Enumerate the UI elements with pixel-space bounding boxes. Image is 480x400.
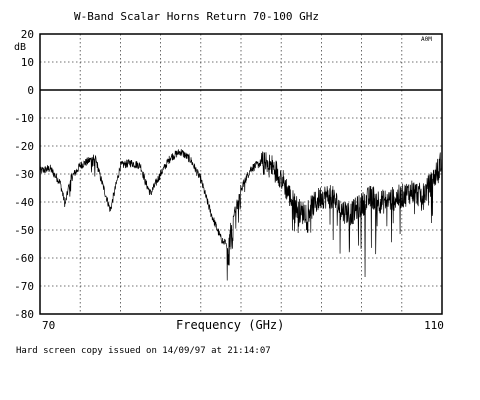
y-axis-unit-label: dB: [14, 42, 26, 53]
y-tick-label: -40: [14, 196, 34, 209]
corner-marker-label: A0M: [421, 36, 432, 43]
y-tick-label: -80: [14, 308, 34, 321]
chart-title: W-Band Scalar Horns Return 70-100 GHz: [74, 10, 319, 23]
y-tick-label: -30: [14, 168, 34, 181]
x-tick-labels: 70 110: [42, 319, 444, 332]
y-tick-label: -20: [14, 140, 34, 153]
return-loss-trace: [39, 149, 443, 281]
x-tick-label: 110: [424, 319, 444, 332]
y-tick-label: 0: [27, 84, 34, 97]
x-axis-label: Frequency (GHz): [176, 318, 284, 332]
y-tick-label: -10: [14, 112, 34, 125]
plot-frame: [39, 33, 443, 315]
y-tick-label: 20: [21, 28, 34, 41]
y-tick-label: -60: [14, 252, 34, 265]
hard-copy-footer: Hard screen copy issued on 14/09/97 at 2…: [16, 346, 271, 356]
y-tick-label: 10: [21, 56, 34, 69]
y-tick-label: -50: [14, 224, 34, 237]
y-tick-label: -70: [14, 280, 34, 293]
y-tick-labels: 20 10 0 -10 -20 -30 -40 -50 -60 -70 -80: [14, 28, 34, 321]
trace-layer: [39, 149, 443, 281]
x-tick-label: 70: [42, 319, 55, 332]
